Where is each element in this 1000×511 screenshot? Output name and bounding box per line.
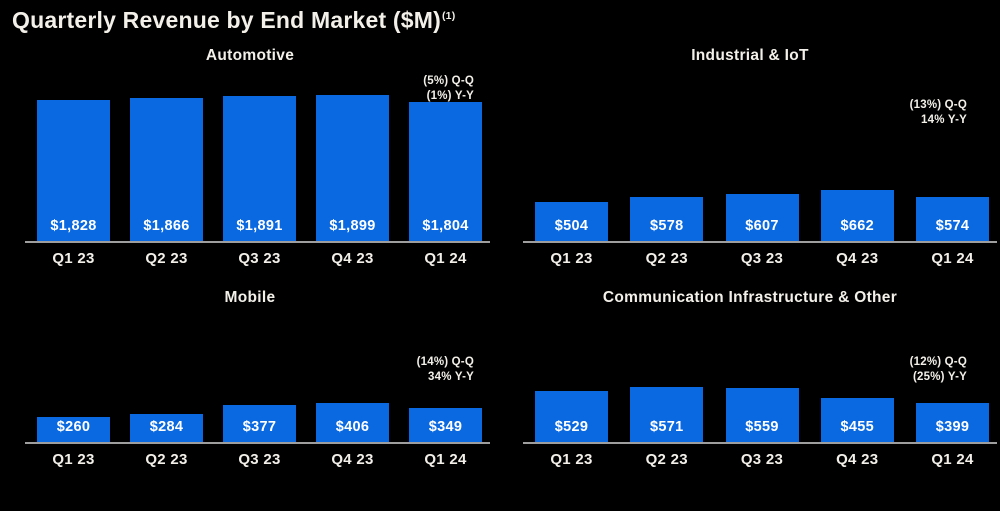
bar-value-label: $571	[650, 419, 684, 435]
bar-q1-23: $260	[37, 417, 110, 442]
annotation-qq: (12%) Q-Q	[909, 356, 967, 368]
bar-q2-23: $571	[630, 387, 704, 442]
bar-value-label: $574	[935, 218, 970, 234]
bar-value-label: $1,899	[329, 218, 376, 234]
chart-automotive: Automotive (5%) Q-Q (1%) Y-Y $1,828 $1,86…	[0, 34, 500, 267]
growth-annotation: (13%) Q-Q 14% Y-Y	[910, 98, 967, 127]
x-tick-label: Q2 23	[145, 451, 188, 468]
bar-q3-23: $559	[725, 388, 799, 442]
x-tick-label: Q1 23	[550, 451, 593, 468]
bar-q1-23: $1,828	[37, 100, 110, 241]
growth-annotation: (5%) Q-Q (1%) Y-Y	[423, 74, 474, 103]
chart-title-industrial-iot: Industrial & IoT	[691, 47, 809, 64]
x-tick-label: Q3 23	[740, 250, 784, 267]
page-title: Quarterly Revenue by End Market ($M)(1)	[12, 7, 1000, 34]
bar-q2-23: $578	[630, 197, 704, 241]
bar-q2-23: $1,866	[130, 98, 203, 241]
bar-value-label: $377	[242, 419, 277, 435]
x-tick-label: Q4 23	[836, 250, 879, 267]
annotation-qq: (13%) Q-Q	[909, 99, 967, 111]
bars-group: $260 $284 $377 $406 $349	[25, 310, 490, 442]
bar-q1-23: $529	[535, 391, 608, 442]
bar-q3-23: $1,891	[223, 96, 296, 241]
bar-value-label: $1,891	[236, 218, 283, 234]
bar-q4-23: $1,899	[316, 95, 389, 241]
page-title-text: Quarterly Revenue by End Market ($M)	[12, 7, 441, 33]
bar-q4-23: $406	[316, 403, 389, 442]
chart-title-automotive: Automotive	[205, 47, 295, 64]
chart-mobile: Mobile (14%) Q-Q 34% Y-Y $260 $284 $377 $40…	[0, 267, 500, 468]
charts-grid: Automotive (5%) Q-Q (1%) Y-Y $1,828 $1,86…	[0, 34, 1000, 468]
annotation-yy: 14% Y-Y	[921, 113, 967, 126]
x-tick-label: Q1 23	[52, 250, 95, 267]
bar-value-label: $504	[554, 218, 589, 234]
bar-q1-24: $1,804	[409, 102, 482, 241]
annotation-yy: 34% Y-Y	[428, 370, 474, 383]
bar-q4-23: $662	[820, 190, 894, 241]
x-tick-label: Q4 23	[331, 451, 374, 468]
x-tick-label: Q3 23	[238, 250, 281, 267]
plot-area: (13%) Q-Q 14% Y-Y $504 $578 $607 $662 $574	[523, 70, 997, 243]
x-axis-labels: Q1 23 Q2 23 Q3 23 Q4 23 Q1 24	[523, 444, 997, 468]
bar-value-label: $284	[149, 419, 184, 435]
bar-q2-23: $284	[130, 414, 203, 442]
annotation-qq: (5%) Q-Q	[423, 75, 474, 87]
x-tick-label: Q2 23	[645, 451, 688, 468]
x-tick-label: Q1 23	[550, 250, 593, 267]
bar-value-label: $399	[935, 419, 970, 435]
bar-value-label: $455	[840, 419, 874, 435]
bar-q1-24: $399	[916, 403, 989, 442]
chart-title-mobile: Mobile	[224, 289, 276, 306]
annotation-qq: (14%) Q-Q	[416, 356, 474, 368]
x-tick-label: Q1 24	[424, 451, 467, 468]
bar-q1-24: $574	[916, 197, 989, 241]
x-tick-label: Q4 23	[836, 451, 879, 468]
bar-value-label: $406	[335, 419, 370, 435]
growth-annotation: (12%) Q-Q (25%) Y-Y	[910, 355, 967, 384]
plot-area: (5%) Q-Q (1%) Y-Y $1,828 $1,866 $1,891 $1,8…	[25, 70, 490, 243]
bars-group: $1,828 $1,866 $1,891 $1,899 $1,804	[25, 70, 490, 241]
bar-value-label: $559	[745, 419, 779, 435]
bar-value-label: $578	[650, 218, 684, 234]
growth-annotation: (14%) Q-Q 34% Y-Y	[417, 355, 474, 384]
bars-group: $504 $578 $607 $662 $574	[523, 70, 997, 241]
x-tick-label: Q3 23	[740, 451, 784, 468]
bar-q1-24: $349	[409, 408, 482, 442]
x-tick-label: Q1 23	[52, 451, 95, 468]
x-tick-label: Q2 23	[645, 250, 688, 267]
chart-title-comm-infrastructure-other: Communication Infrastructure & Other	[602, 289, 898, 306]
annotation-yy: (25%) Y-Y	[913, 370, 967, 383]
bar-q3-23: $377	[223, 405, 296, 442]
x-axis-labels: Q1 23 Q2 23 Q3 23 Q4 23 Q1 24	[25, 243, 490, 267]
bar-q4-23: $455	[820, 398, 894, 442]
x-axis-labels: Q1 23 Q2 23 Q3 23 Q4 23 Q1 24	[523, 243, 997, 267]
x-tick-label: Q1 24	[931, 250, 974, 267]
bar-value-label: $349	[428, 419, 463, 435]
x-axis-labels: Q1 23 Q2 23 Q3 23 Q4 23 Q1 24	[25, 444, 490, 468]
bars-group: $529 $571 $559 $455 $399	[523, 310, 997, 442]
bar-value-label: $1,866	[143, 218, 190, 234]
x-tick-label: Q1 24	[931, 451, 974, 468]
plot-area: (12%) Q-Q (25%) Y-Y $529 $571 $559 $455 $399	[523, 310, 997, 444]
bar-value-label: $1,804	[422, 218, 469, 234]
bar-value-label: $529	[554, 419, 589, 435]
chart-industrial-iot: Industrial & IoT (13%) Q-Q 14% Y-Y $504 $…	[500, 34, 1000, 267]
bar-q1-23: $504	[535, 202, 608, 241]
footnote-marker: (1)	[441, 10, 456, 22]
bar-value-label: $607	[745, 218, 779, 234]
x-tick-label: Q1 24	[424, 250, 467, 267]
bar-value-label: $260	[56, 419, 91, 435]
x-tick-label: Q4 23	[331, 250, 374, 267]
x-tick-label: Q3 23	[238, 451, 281, 468]
annotation-yy: (1%) Y-Y	[426, 89, 474, 102]
bar-q3-23: $607	[725, 194, 799, 241]
plot-area: (14%) Q-Q 34% Y-Y $260 $284 $377 $406 $349	[25, 310, 490, 444]
bar-value-label: $1,828	[50, 218, 97, 234]
bar-value-label: $662	[840, 218, 874, 234]
chart-comm-infrastructure-other: Communication Infrastructure & Other (12…	[500, 267, 1000, 468]
x-tick-label: Q2 23	[145, 250, 188, 267]
